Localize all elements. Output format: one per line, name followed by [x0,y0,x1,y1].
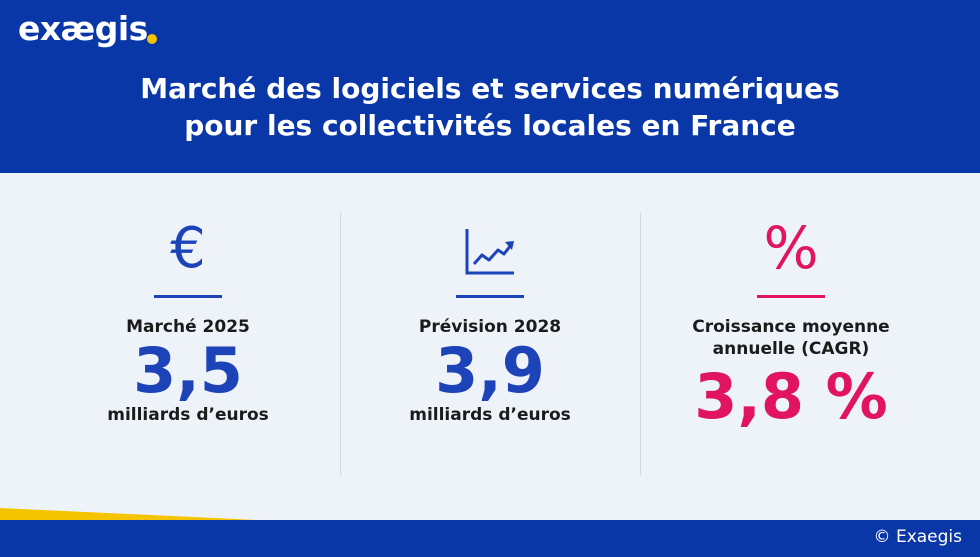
stat-label: Marché 2025 [126,317,250,337]
stat-label-line-2: annuelle (CAGR) [712,339,870,359]
stat-value: 3,8 % [694,360,888,433]
footer-bar [0,520,980,557]
stat-cagr: % Croissance moyenne annuelle (CAGR) 3,8… [641,213,941,430]
stat-value: 3,5 [133,334,243,407]
percent-icon: % [763,214,819,282]
stat-unit: milliards d’euros [107,405,269,425]
stat-value: 3,9 [435,334,545,407]
euro-icon: € [170,216,206,281]
column-divider [340,213,341,475]
title-line-2: pour les collectivités locales en France [184,109,796,142]
stat-forecast-2028: Prévision 2028 3,9 milliards d’euros [340,213,640,426]
stat-unit: milliards d’euros [409,405,571,425]
stat-label: Croissance moyenne annuelle (CAGR) [641,316,941,360]
accent-rule [757,295,825,298]
stat-label: Prévision 2028 [418,317,562,337]
title-line-1: Marché des logiciels et services numériq… [140,72,840,105]
stat-market-2025: € Marché 2025 3,5 milliards d’euros [38,213,338,426]
logo-dot [147,34,157,44]
accent-rule [456,295,524,298]
column-divider [640,213,641,475]
accent-rule [154,295,222,298]
page-title: Marché des logiciels et services numériq… [0,70,980,144]
header-banner [0,0,980,173]
stat-label-line-1: Croissance moyenne [692,317,890,337]
copyright-text: © Exaegis [873,527,962,547]
growth-chart-icon [465,229,514,275]
exaegis-logo: exægis [18,9,148,48]
yellow-stripe [0,508,300,522]
